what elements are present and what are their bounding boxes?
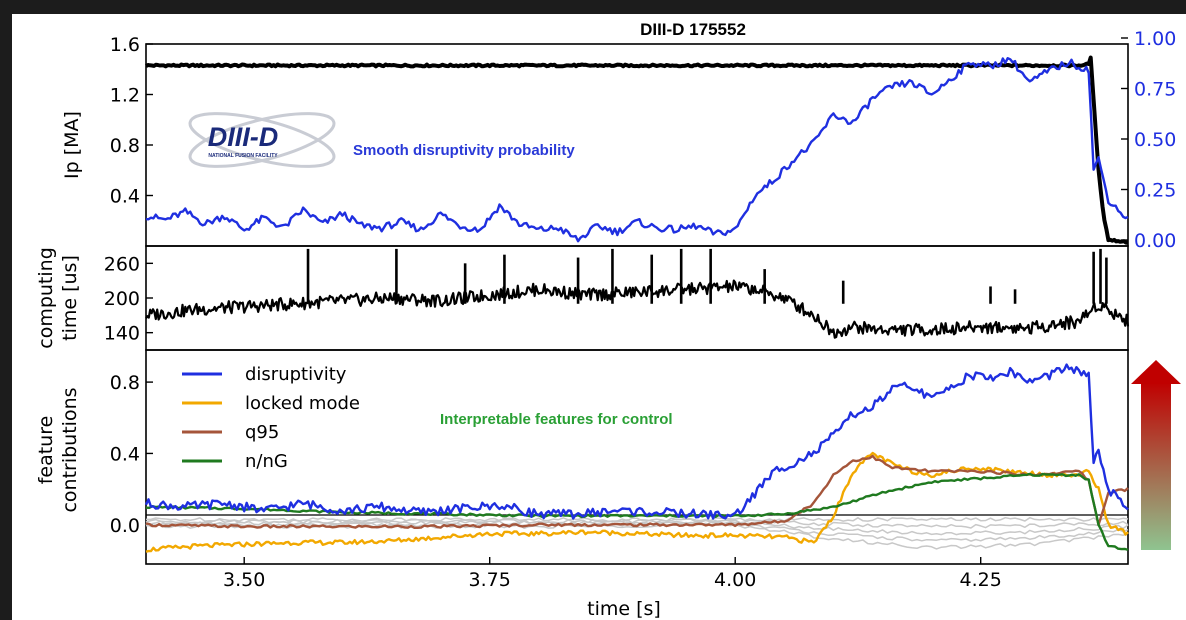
- xtick-label: 3.75: [469, 569, 511, 591]
- plot-series: [144, 55, 1130, 553]
- series-disruptivity-bottom: [144, 363, 1129, 520]
- x-axis-label: time [s]: [587, 598, 661, 620]
- annotation-top: Smooth disruptivity probability: [353, 142, 575, 159]
- xtick-label: 4.00: [714, 569, 756, 591]
- annotation-bottom: Interpretable features for control: [440, 411, 673, 428]
- legend-label-locked-mode: locked mode: [245, 393, 360, 414]
- arrow-shaft: [1141, 382, 1171, 550]
- diii-d-logo: DIII-D NATIONAL FUSION FACILITY: [188, 112, 336, 168]
- top-y2tick-label: 0.75: [1134, 79, 1176, 101]
- bottom-ylabel-line2: contributions: [59, 387, 81, 512]
- series-disruptivity-top: [145, 57, 1129, 243]
- series-other-feature: [145, 522, 1129, 550]
- bottom-ylabel-line1: feature: [35, 416, 57, 485]
- bottom-ytick-label: 0.0: [110, 515, 140, 537]
- series-other-feature: [145, 519, 1129, 536]
- legend-label-disruptivity: disruptivity: [245, 364, 347, 385]
- top-y2tick-label: 0.25: [1134, 180, 1176, 202]
- chart-title: DIII-D 175552: [640, 20, 746, 39]
- middle-ylabel-line1: computing: [35, 247, 57, 349]
- series-other-feature: [145, 518, 1129, 529]
- xtick-label: 3.50: [223, 569, 265, 591]
- legend: disruptivity locked mode q95 n/nG: [182, 364, 360, 472]
- logo-text: DIII-D: [208, 122, 279, 152]
- top-y2tick-label: 0.00: [1134, 230, 1176, 252]
- middle-ytick-label: 140: [104, 323, 140, 345]
- legend-label-q95: q95: [245, 422, 279, 443]
- top-ylabel: Ip [MA]: [61, 111, 83, 179]
- legend-label-nng: n/nG: [245, 451, 288, 472]
- logo-subtext: NATIONAL FUSION FACILITY: [208, 153, 278, 159]
- series-other-feature: [146, 516, 1129, 522]
- middle-ylabel-line2: time [us]: [59, 255, 81, 341]
- top-ytick-label: 0.8: [110, 135, 140, 157]
- axis-ticks: 1.6 1.2 0.8 0.4 1.00 0.75 0.50 0.25 0.00 260 200 14…: [104, 28, 1177, 591]
- top-y2tick-label: 1.00: [1134, 28, 1176, 50]
- series-computing-time: [145, 279, 1130, 339]
- bottom-ytick-label: 0.4: [110, 443, 140, 465]
- bottom-panel-frame: [145, 349, 1129, 565]
- arrow-head: [1131, 360, 1181, 384]
- top-ytick-label: 1.2: [110, 85, 140, 107]
- series-nng: [145, 472, 1129, 552]
- bottom-ytick-label: 0.8: [110, 372, 140, 394]
- series-q95: [145, 454, 1129, 529]
- series-locked-mode: [145, 451, 1129, 553]
- middle-ytick-label: 260: [104, 253, 140, 275]
- top-ytick-label: 0.4: [110, 186, 140, 208]
- risk-gradient-arrow: [1131, 360, 1181, 550]
- figure-background: [12, 14, 1186, 620]
- top-y2tick-label: 0.50: [1134, 129, 1176, 151]
- xtick-label: 4.25: [960, 569, 1002, 591]
- middle-ytick-label: 200: [104, 288, 140, 310]
- top-ytick-label: 1.6: [110, 34, 140, 56]
